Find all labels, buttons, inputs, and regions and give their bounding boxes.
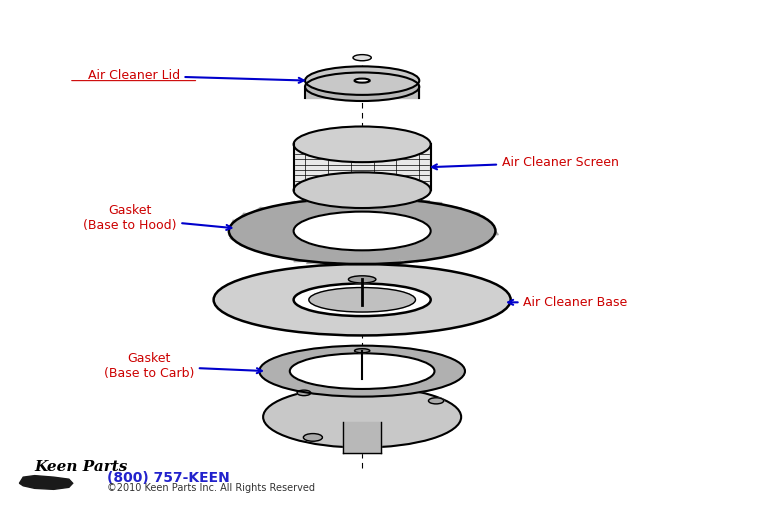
Polygon shape bbox=[425, 218, 487, 224]
Polygon shape bbox=[284, 201, 329, 215]
Polygon shape bbox=[362, 250, 376, 264]
Text: Air Cleaner Lid: Air Cleaner Lid bbox=[88, 69, 303, 83]
Polygon shape bbox=[321, 199, 347, 212]
Polygon shape bbox=[274, 247, 322, 258]
Text: Keen Parts: Keen Parts bbox=[35, 459, 128, 473]
Polygon shape bbox=[263, 206, 316, 218]
Polygon shape bbox=[377, 198, 403, 212]
Polygon shape bbox=[377, 249, 403, 263]
Polygon shape bbox=[383, 248, 417, 264]
Polygon shape bbox=[370, 198, 390, 212]
Polygon shape bbox=[320, 248, 348, 264]
Polygon shape bbox=[232, 233, 295, 238]
Polygon shape bbox=[335, 250, 355, 264]
Polygon shape bbox=[383, 199, 415, 212]
Polygon shape bbox=[296, 248, 334, 261]
Ellipse shape bbox=[309, 287, 416, 312]
Polygon shape bbox=[430, 233, 494, 237]
Polygon shape bbox=[260, 242, 316, 255]
Polygon shape bbox=[429, 235, 493, 241]
Polygon shape bbox=[403, 246, 451, 257]
Polygon shape bbox=[237, 238, 303, 248]
Polygon shape bbox=[228, 235, 299, 241]
Bar bbox=[305, 87, 420, 98]
Ellipse shape bbox=[297, 390, 311, 396]
Polygon shape bbox=[273, 203, 323, 217]
Polygon shape bbox=[229, 224, 294, 229]
Polygon shape bbox=[232, 220, 300, 227]
Polygon shape bbox=[348, 250, 362, 264]
Ellipse shape bbox=[354, 349, 370, 353]
Polygon shape bbox=[229, 231, 294, 235]
Polygon shape bbox=[407, 244, 461, 257]
Text: Gasket
(Base to Hood): Gasket (Base to Hood) bbox=[83, 204, 232, 232]
Ellipse shape bbox=[293, 172, 430, 208]
Polygon shape bbox=[413, 209, 468, 219]
Ellipse shape bbox=[303, 434, 323, 441]
Polygon shape bbox=[408, 206, 463, 219]
Polygon shape bbox=[236, 218, 299, 225]
Polygon shape bbox=[240, 215, 302, 223]
Ellipse shape bbox=[428, 398, 444, 404]
Polygon shape bbox=[296, 198, 336, 215]
Polygon shape bbox=[334, 196, 355, 214]
Ellipse shape bbox=[290, 353, 434, 389]
Polygon shape bbox=[417, 211, 480, 222]
Polygon shape bbox=[229, 228, 293, 231]
Ellipse shape bbox=[354, 79, 370, 83]
Ellipse shape bbox=[305, 66, 420, 95]
Polygon shape bbox=[246, 212, 306, 221]
Bar bbox=[343, 422, 381, 453]
Polygon shape bbox=[369, 249, 390, 266]
Polygon shape bbox=[19, 476, 72, 490]
Polygon shape bbox=[429, 224, 494, 229]
Polygon shape bbox=[254, 207, 314, 220]
Polygon shape bbox=[255, 243, 311, 253]
Polygon shape bbox=[236, 237, 300, 244]
Text: Gasket
(Base to Carb): Gasket (Base to Carb) bbox=[104, 352, 262, 380]
Polygon shape bbox=[310, 249, 341, 263]
Polygon shape bbox=[395, 247, 440, 261]
Polygon shape bbox=[397, 202, 440, 215]
Ellipse shape bbox=[305, 73, 420, 101]
Ellipse shape bbox=[353, 54, 371, 61]
Polygon shape bbox=[427, 221, 492, 227]
Polygon shape bbox=[427, 237, 489, 243]
Polygon shape bbox=[390, 200, 430, 215]
Polygon shape bbox=[390, 248, 429, 262]
Text: Air Cleaner Screen: Air Cleaner Screen bbox=[432, 156, 618, 169]
Text: Air Cleaner Base: Air Cleaner Base bbox=[508, 296, 628, 309]
Polygon shape bbox=[308, 198, 341, 213]
Polygon shape bbox=[421, 239, 484, 248]
Ellipse shape bbox=[213, 264, 511, 336]
Polygon shape bbox=[362, 198, 376, 211]
Polygon shape bbox=[348, 195, 362, 214]
Polygon shape bbox=[284, 247, 328, 260]
Polygon shape bbox=[413, 242, 470, 253]
Ellipse shape bbox=[263, 386, 461, 448]
Polygon shape bbox=[403, 204, 454, 218]
Polygon shape bbox=[246, 241, 306, 250]
Polygon shape bbox=[421, 214, 482, 222]
Bar bbox=[293, 145, 430, 190]
Ellipse shape bbox=[293, 283, 430, 316]
Ellipse shape bbox=[349, 276, 376, 283]
Text: ©2010 Keen Parts Inc. All Rights Reserved: ©2010 Keen Parts Inc. All Rights Reserve… bbox=[107, 483, 315, 493]
Polygon shape bbox=[417, 241, 477, 251]
Ellipse shape bbox=[259, 346, 465, 397]
Polygon shape bbox=[430, 231, 495, 234]
Text: (800) 757-KEEN: (800) 757-KEEN bbox=[107, 471, 229, 485]
Polygon shape bbox=[429, 227, 497, 231]
Ellipse shape bbox=[293, 211, 430, 250]
Ellipse shape bbox=[293, 126, 430, 162]
